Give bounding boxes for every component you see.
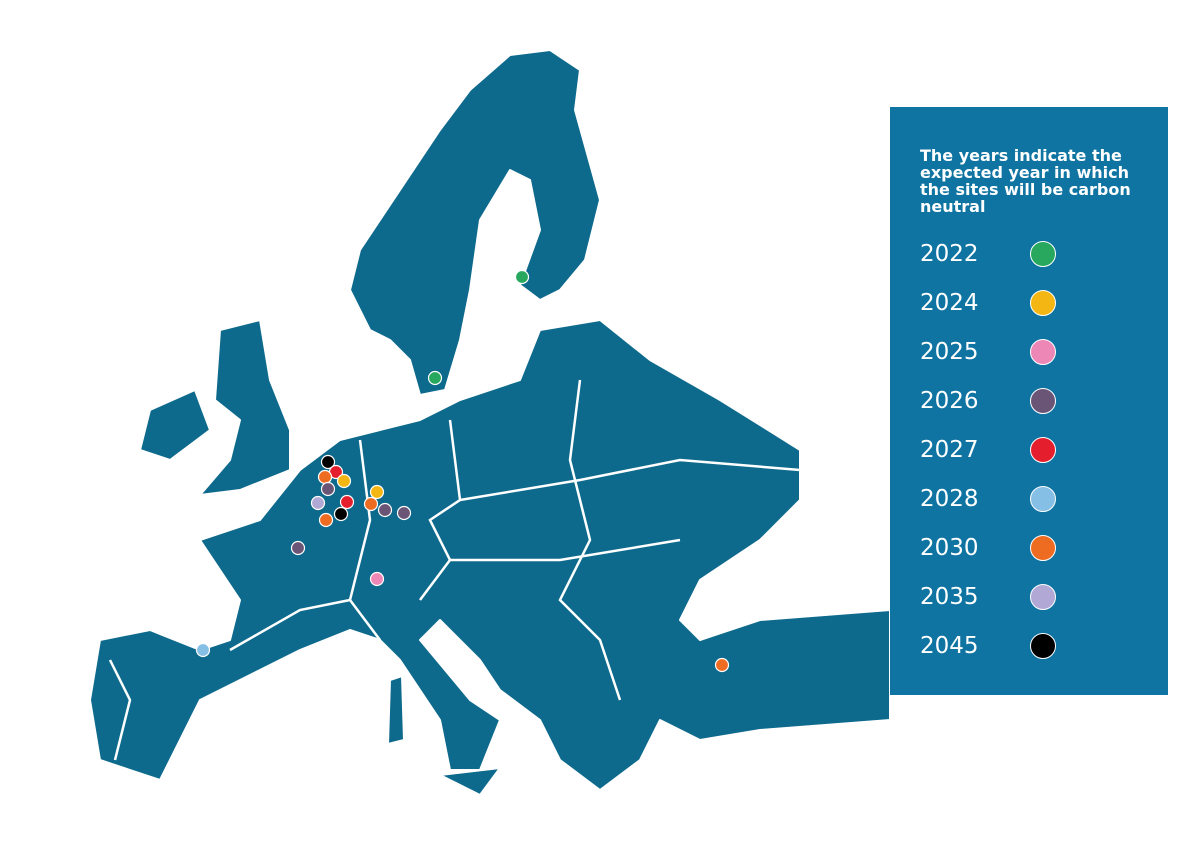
site: [396, 505, 412, 521]
site: [317, 469, 333, 485]
legend-swatch: [1030, 338, 1056, 365]
legend-swatch: [1030, 632, 1056, 659]
legend-item: 2022: [920, 229, 1148, 278]
legend-label: 2024: [920, 289, 979, 316]
site: [320, 454, 336, 470]
border: [229, 598, 351, 652]
site: [427, 370, 443, 386]
legend-swatch: [1030, 240, 1056, 267]
site: [318, 512, 334, 528]
border: [558, 379, 622, 701]
site: [320, 481, 336, 497]
legend-item: 2026: [920, 376, 1148, 425]
site: [339, 494, 355, 510]
border: [459, 458, 801, 502]
border: [108, 659, 132, 761]
ireland: [139, 389, 211, 461]
legend-swatch: [1030, 534, 1056, 561]
border: [450, 538, 681, 562]
site: [514, 269, 530, 285]
legend-swatch: [1030, 289, 1056, 316]
site: [363, 496, 379, 512]
corsica-sardinia: [387, 675, 405, 745]
site: [336, 473, 352, 489]
site: [195, 642, 211, 658]
legend-label: 2035: [920, 583, 979, 610]
europe-map: [89, 49, 890, 796]
great-britain: [199, 319, 291, 496]
legend-items: 2022 2024 2025 2026 2027 2028 2030 2035 2045: [920, 229, 1148, 670]
site: [369, 484, 385, 500]
legend-item: 2028: [920, 474, 1148, 523]
legend-label: 2026: [920, 387, 979, 414]
legend-swatch: [1030, 387, 1056, 414]
legend-label: 2045: [920, 632, 979, 659]
mainland: [89, 319, 890, 791]
border: [419, 419, 462, 601]
site: [310, 495, 326, 511]
scandinavia: [349, 49, 601, 396]
site: [369, 571, 385, 587]
legend-label: 2030: [920, 534, 979, 561]
legend-swatch: [1030, 485, 1056, 512]
sicily: [439, 767, 501, 796]
legend-item: 2030: [920, 523, 1148, 572]
legend-swatch: [1030, 436, 1056, 463]
border: [348, 439, 381, 641]
legend-label: 2028: [920, 485, 979, 512]
legend: The years indicate the expected year in …: [890, 107, 1168, 695]
legend-label: 2022: [920, 240, 979, 267]
legend-label: 2025: [920, 338, 979, 365]
legend-item: 2045: [920, 621, 1148, 670]
legend-swatch: [1030, 583, 1056, 610]
site: [290, 540, 306, 556]
site: [377, 502, 393, 518]
legend-item: 2024: [920, 278, 1148, 327]
legend-item: 2035: [920, 572, 1148, 621]
site: [333, 506, 349, 522]
sites: [195, 269, 730, 673]
legend-label: 2027: [920, 436, 979, 463]
legend-item: 2025: [920, 327, 1148, 376]
borders: [108, 379, 801, 761]
legend-title: The years indicate the expected year in …: [920, 146, 1131, 216]
site: [714, 657, 730, 673]
land: [89, 49, 890, 796]
legend-item: 2027: [920, 425, 1148, 474]
